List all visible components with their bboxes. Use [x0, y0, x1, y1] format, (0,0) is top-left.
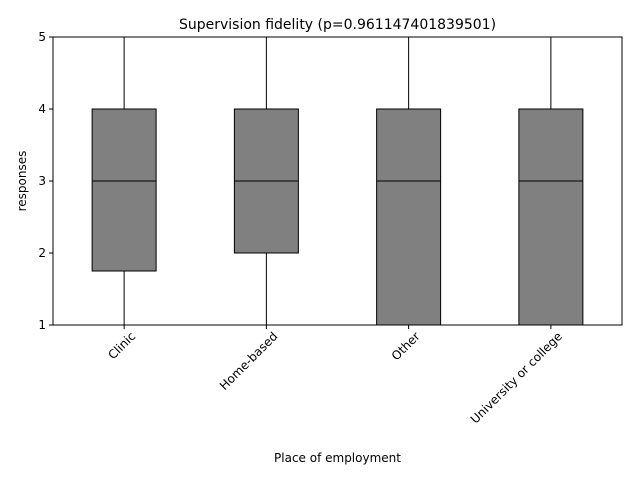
x-tick-label: Clinic: [105, 329, 138, 362]
x-tick-label: Home-based: [217, 329, 281, 393]
x-axis-label: Place of employment: [274, 451, 401, 465]
y-axis-label: responses: [15, 151, 29, 212]
box: [91, 108, 157, 272]
y-tick-label: 4: [38, 102, 46, 116]
chart-title: Supervision fidelity (p=0.96114740183950…: [179, 17, 496, 33]
y-tick-label: 3: [38, 174, 46, 188]
x-tick-label: University or college: [468, 329, 565, 426]
box-group-2: [233, 36, 299, 326]
y-tick-label: 5: [38, 30, 46, 44]
x-tick-label: Other: [389, 329, 423, 363]
y-tick-label: 1: [38, 318, 46, 332]
y-tick-label: 2: [38, 246, 46, 260]
box-group-4: [518, 36, 584, 326]
box: [518, 108, 584, 326]
plot-area: [91, 36, 584, 326]
box-group-1: [91, 36, 157, 326]
box-group-3: [376, 36, 442, 326]
box: [376, 108, 442, 326]
